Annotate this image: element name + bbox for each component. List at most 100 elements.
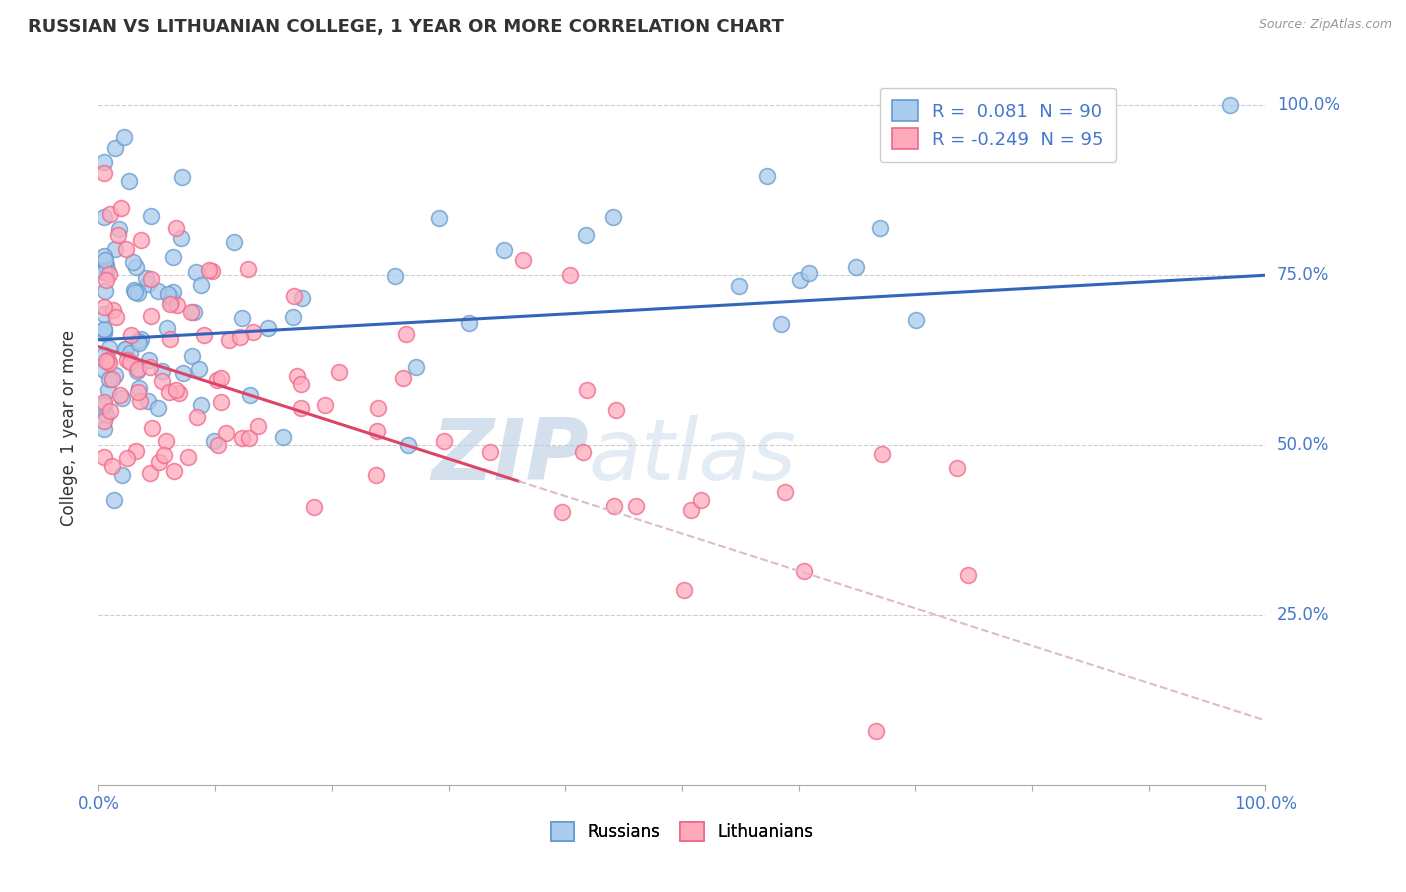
Point xyxy=(872,447,894,461)
Point xyxy=(93,307,115,321)
Point xyxy=(120,345,142,359)
Point xyxy=(120,328,142,343)
Point xyxy=(97,383,120,397)
Point xyxy=(187,362,209,376)
Point xyxy=(209,371,232,385)
Point xyxy=(94,285,117,299)
Text: 25.0%: 25.0% xyxy=(1277,606,1330,624)
Point xyxy=(789,273,811,287)
Text: atlas: atlas xyxy=(589,415,797,499)
Point xyxy=(366,424,388,438)
Point xyxy=(94,253,117,268)
Point xyxy=(115,352,138,367)
Point xyxy=(190,398,212,412)
Point xyxy=(118,174,141,188)
Point xyxy=(602,210,624,224)
Point xyxy=(146,401,169,416)
Point xyxy=(160,290,183,304)
Text: 50.0%: 50.0% xyxy=(1277,436,1330,454)
Point xyxy=(605,403,627,417)
Point xyxy=(364,468,387,483)
Point xyxy=(128,335,150,350)
Point xyxy=(155,434,177,448)
Point xyxy=(328,365,350,379)
Point xyxy=(799,266,821,280)
Point xyxy=(283,289,305,303)
Point xyxy=(956,568,979,582)
Point xyxy=(575,227,598,242)
Point xyxy=(392,370,415,384)
Point xyxy=(239,388,262,402)
Point xyxy=(129,394,152,409)
Point xyxy=(129,234,152,248)
Point xyxy=(93,300,115,314)
Point xyxy=(314,398,336,412)
Text: Source: ZipAtlas.com: Source: ZipAtlas.com xyxy=(1258,18,1392,31)
Point xyxy=(433,434,456,448)
Point xyxy=(290,377,312,392)
Point xyxy=(139,210,162,224)
Point xyxy=(97,371,120,385)
Point xyxy=(93,322,115,336)
Point xyxy=(773,485,796,500)
Point xyxy=(114,242,136,256)
Point xyxy=(93,154,115,169)
Point xyxy=(110,201,132,215)
Text: 100.0%: 100.0% xyxy=(1277,96,1340,114)
Point xyxy=(302,500,325,515)
Point xyxy=(201,264,224,278)
Point xyxy=(122,283,145,297)
Point xyxy=(101,372,124,386)
Point xyxy=(945,461,967,475)
Point xyxy=(112,129,135,144)
Point xyxy=(512,253,534,268)
Point xyxy=(93,398,115,412)
Point xyxy=(124,285,146,299)
Point xyxy=(162,250,184,264)
Point xyxy=(97,353,120,368)
Point xyxy=(135,270,157,285)
Point xyxy=(127,362,149,376)
Point xyxy=(679,502,702,516)
Point xyxy=(905,312,928,326)
Point xyxy=(156,321,179,335)
Point xyxy=(125,364,148,378)
Point xyxy=(281,310,304,325)
Point xyxy=(228,330,250,344)
Point xyxy=(118,355,141,369)
Point xyxy=(97,267,120,281)
Point xyxy=(186,410,208,425)
Point xyxy=(93,326,115,341)
Point xyxy=(167,386,190,401)
Point xyxy=(98,404,121,418)
Point xyxy=(159,332,181,346)
Point xyxy=(94,409,117,423)
Point xyxy=(1219,98,1241,112)
Point xyxy=(180,349,202,363)
Point xyxy=(246,419,269,434)
Text: ZIP: ZIP xyxy=(430,415,589,499)
Point xyxy=(125,260,148,275)
Point xyxy=(93,265,115,279)
Point xyxy=(115,342,138,356)
Point xyxy=(94,273,117,287)
Point xyxy=(93,363,115,377)
Point xyxy=(125,444,148,458)
Point xyxy=(136,277,159,291)
Point xyxy=(202,434,225,448)
Point xyxy=(165,220,187,235)
Point xyxy=(93,395,115,409)
Point xyxy=(93,422,115,436)
Point xyxy=(367,401,389,415)
Point xyxy=(129,332,152,346)
Point xyxy=(159,297,181,311)
Point xyxy=(242,325,264,339)
Point xyxy=(108,388,131,402)
Text: 75.0%: 75.0% xyxy=(1277,266,1330,285)
Point xyxy=(176,450,198,464)
Point xyxy=(100,207,122,221)
Point xyxy=(96,262,118,277)
Point xyxy=(405,359,427,374)
Point xyxy=(94,354,117,368)
Point xyxy=(172,367,194,381)
